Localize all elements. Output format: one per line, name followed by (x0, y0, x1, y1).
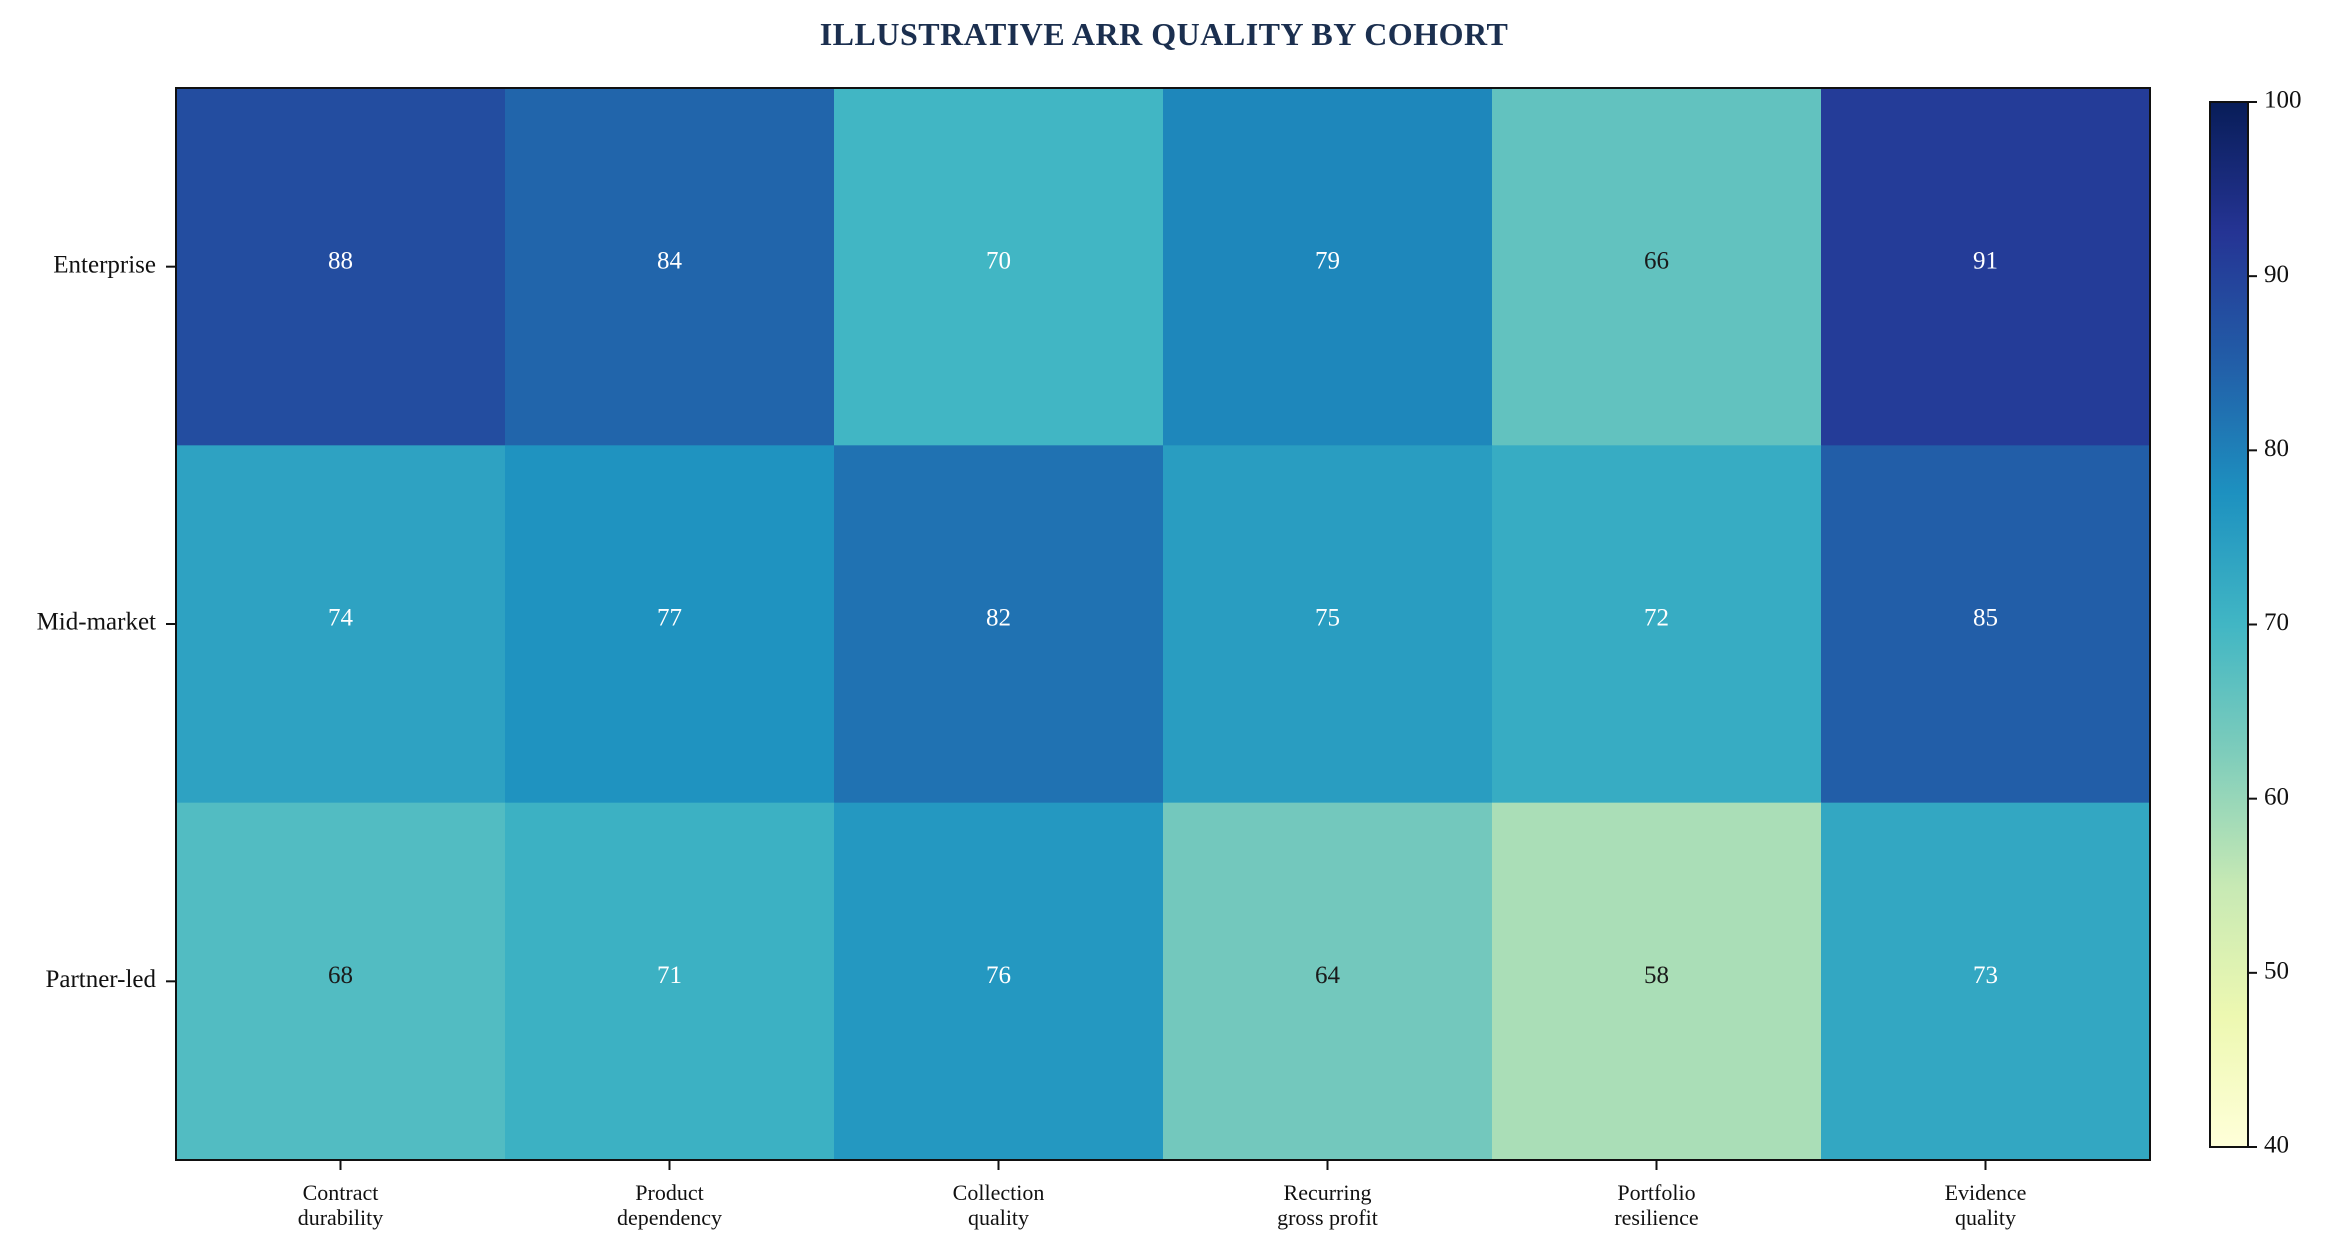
cell-value-label: 76 (986, 962, 1011, 989)
colorbar-tick-label: 40 (2264, 1132, 2289, 1159)
cell-value-label: 66 (1644, 247, 1669, 274)
heatmap-cell (834, 445, 1164, 804)
heatmap-cell (834, 802, 1164, 1161)
y-tick-label: Mid-market (37, 609, 156, 636)
cell-value-label: 82 (986, 605, 1011, 632)
x-tick-label: Recurring gross profit (1277, 1180, 1378, 1230)
colorbar-tick-label: 80 (2264, 435, 2289, 462)
heatmap-cell (176, 802, 506, 1161)
x-tick-label: Evidence quality (1945, 1180, 2027, 1230)
heatmap-cell (176, 88, 506, 446)
heatmap-cell (1821, 445, 2151, 804)
cell-value-label: 75 (1315, 605, 1340, 632)
y-tick-label: Enterprise (53, 251, 156, 278)
y-tick-label: Partner-led (45, 966, 156, 993)
heatmap-cells (176, 88, 2151, 1161)
cell-value-label: 88 (328, 247, 353, 274)
cell-value-label: 58 (1644, 962, 1669, 989)
cell-value-label: 72 (1644, 605, 1669, 632)
cell-value-label: 64 (1315, 962, 1341, 989)
x-tick-label: Product dependency (617, 1180, 722, 1230)
heatmap-cell (1163, 802, 1493, 1161)
cell-value-label: 68 (328, 962, 353, 989)
cell-value-label: 71 (657, 962, 682, 989)
heatmap-cell (1821, 88, 2151, 446)
cell-value-label: 73 (1973, 962, 1998, 989)
cell-value-label: 77 (657, 605, 682, 632)
chart-title: ILLUSTRATIVE ARR QUALITY BY COHORT (820, 16, 1509, 52)
colorbar-tick-label: 100 (2264, 87, 2302, 114)
colorbar-tick-label: 70 (2264, 609, 2289, 636)
heatmap-cell (1492, 88, 1822, 446)
cell-value-label: 74 (328, 605, 354, 632)
heatmap-cell (1821, 802, 2151, 1161)
axes: Enterprise Mid-market Partner-led Contract d… (37, 87, 2151, 1230)
cell-value-label: 91 (1973, 247, 1998, 274)
cell-value-label: 84 (657, 247, 683, 274)
heatmap-cell (1492, 802, 1822, 1161)
cell-value-label: 85 (1973, 605, 1998, 632)
colorbar-gradient (2209, 101, 2249, 1148)
colorbar-tick-label: 60 (2264, 783, 2289, 810)
heatmap-cell (1492, 445, 1822, 804)
heatmap-cell (505, 88, 835, 446)
heatmap-cell (505, 802, 835, 1161)
heatmap-cell (834, 88, 1164, 446)
colorbar: 40 50 60 70 80 90 100 (2209, 87, 2302, 1159)
colorbar-tick-label: 90 (2264, 261, 2289, 288)
cell-value-labels: 88 84 70 79 66 91 74 77 82 75 72 85 68 71 76 64 58 73 (328, 247, 1998, 989)
heatmap-cell (1163, 88, 1493, 446)
heatmap-cell (505, 445, 835, 804)
cell-value-label: 70 (986, 247, 1011, 274)
x-tick-label: Contract durability (298, 1180, 384, 1230)
heatmap-cell (176, 445, 506, 804)
x-tick-label: Portfolio resilience (1614, 1180, 1698, 1230)
x-tick-label: Collection quality (953, 1180, 1045, 1230)
heatmap-cell (1163, 445, 1493, 804)
colorbar-tick-label: 50 (2264, 958, 2289, 985)
cell-value-label: 79 (1315, 247, 1340, 274)
